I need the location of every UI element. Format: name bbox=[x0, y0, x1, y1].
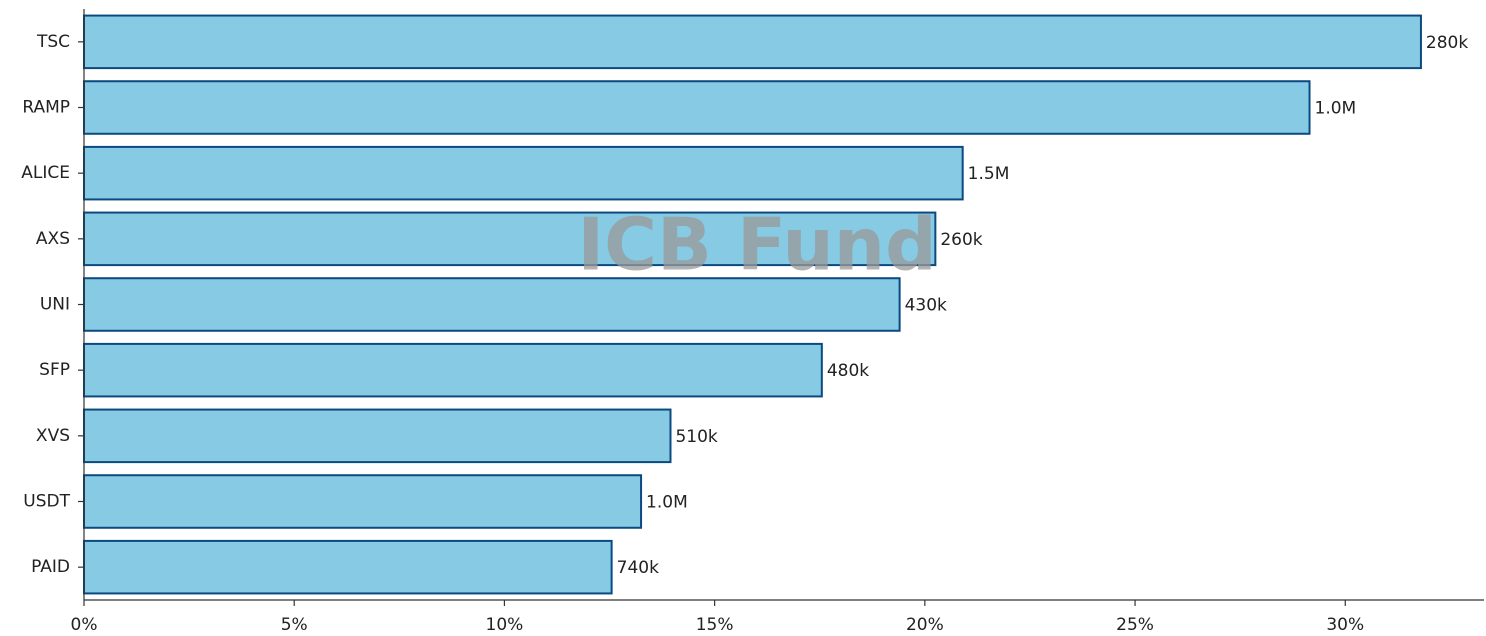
y-tick-label: RAMP bbox=[22, 98, 70, 118]
y-tick-label: XVS bbox=[36, 426, 70, 446]
watermark: ICB Fund bbox=[577, 203, 936, 287]
y-tick-label: SFP bbox=[39, 360, 70, 380]
y-tick-label: UNI bbox=[40, 295, 70, 315]
x-tick-label: 15% bbox=[696, 615, 734, 635]
bar bbox=[83, 80, 1311, 135]
y-tick-label: AXS bbox=[36, 229, 70, 249]
y-tick-label: PAID bbox=[31, 557, 70, 577]
x-tick-label: 30% bbox=[1326, 615, 1364, 635]
x-tick-label: 5% bbox=[281, 615, 308, 635]
bar bbox=[83, 408, 672, 464]
bar-label: 1.5M bbox=[968, 164, 1010, 184]
y-tick-label: USDT bbox=[23, 492, 70, 512]
bar-label: 430k bbox=[905, 296, 947, 316]
bar bbox=[83, 539, 613, 595]
bar-label: 280k bbox=[1426, 33, 1468, 53]
bar bbox=[83, 342, 823, 398]
bar-label: 510k bbox=[675, 427, 717, 447]
bar-label: 1.0M bbox=[646, 493, 688, 513]
bar bbox=[83, 211, 937, 267]
y-tick-label: ALICE bbox=[21, 163, 70, 183]
x-tick-label: 10% bbox=[486, 615, 524, 635]
x-tick-label: 25% bbox=[1116, 615, 1154, 635]
bar bbox=[83, 14, 1422, 70]
bar bbox=[83, 145, 964, 201]
y-tick-label: TSC bbox=[36, 32, 70, 52]
x-tick-label: 0% bbox=[71, 615, 98, 635]
bar bbox=[83, 474, 643, 529]
bar-label: 480k bbox=[827, 361, 869, 381]
x-tick-label: 20% bbox=[906, 615, 944, 635]
bar-label: 740k bbox=[617, 558, 659, 578]
bar-label: 1.0M bbox=[1315, 99, 1357, 119]
bar bbox=[83, 277, 901, 332]
bar-label: 260k bbox=[940, 230, 982, 250]
